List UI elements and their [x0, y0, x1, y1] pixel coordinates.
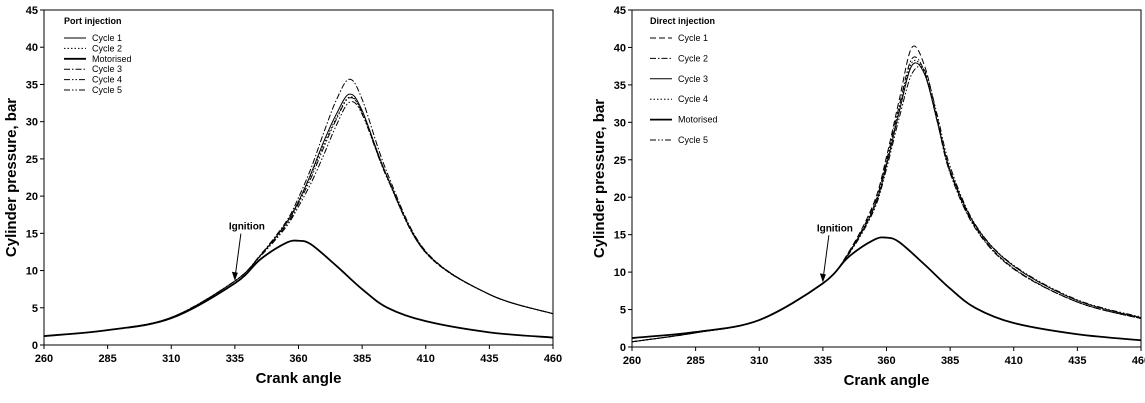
y-tick-label: 5	[620, 305, 626, 317]
x-tick-label: 360	[877, 355, 895, 367]
y-tick-label: 10	[614, 267, 626, 279]
y-tick-label: 5	[32, 303, 38, 315]
legend-label: Cycle 1	[92, 33, 122, 43]
y-tick-label: 25	[614, 155, 626, 167]
x-tick-label: 410	[1005, 355, 1023, 367]
series-line-cycle-2	[43, 96, 554, 337]
x-tick-label: 310	[750, 355, 768, 367]
y-tick-label: 20	[614, 192, 626, 204]
ignition-label: Ignition	[817, 223, 853, 234]
legend-label: Motorised	[678, 115, 718, 125]
x-tick-label: 385	[353, 353, 371, 365]
x-tick-label: 335	[226, 353, 244, 365]
y-tick-label: 35	[614, 80, 626, 92]
series-line-cycle-5	[43, 97, 554, 337]
x-tick-label: 360	[289, 353, 307, 365]
y-tick-label: 40	[26, 42, 38, 54]
x-tick-label: 335	[814, 355, 832, 367]
legend-label: Cycle 2	[92, 43, 122, 53]
legend-label: Cycle 4	[92, 75, 122, 85]
series-line-cycle-3	[631, 62, 1142, 343]
y-tick-label: 15	[614, 230, 626, 242]
y-tick-label: 40	[614, 42, 626, 54]
y-axis-title: Cylinder pressure, bar	[591, 99, 608, 258]
y-tick-label: 45	[614, 5, 626, 17]
chart-panel-1: 0 5 10 15 20 25 30 35 40 45 260 285 310 335 360 385 410 4…	[3, 5, 562, 387]
legend-label: Cycle 2	[678, 53, 708, 63]
x-tick-label: 460	[544, 353, 562, 365]
y-tick-label: 10	[26, 266, 38, 278]
x-tick-label: 410	[417, 353, 435, 365]
y-tick-label: 30	[614, 117, 626, 129]
ignition-arrow-shaft	[822, 235, 830, 281]
series-line-cycle-5	[631, 65, 1142, 343]
legend-label: Motorised	[92, 54, 132, 64]
y-tick-label: 0	[32, 340, 38, 352]
legend-label: Cycle 1	[678, 33, 708, 43]
y-axis-title: Cylinder pressure, bar	[3, 98, 20, 257]
legend-label: Cycle 5	[92, 85, 122, 95]
x-tick-label: 435	[1068, 355, 1086, 367]
legend-label: Cycle 5	[678, 135, 708, 145]
y-tick-label: 45	[26, 5, 38, 17]
x-tick-label: 285	[98, 353, 116, 365]
y-tick-label: 0	[620, 342, 626, 354]
ignition-arrow-shaft	[234, 233, 242, 279]
series-line-cycle-1	[631, 45, 1142, 343]
y-tick-label: 35	[26, 79, 38, 91]
x-tick-label: 260	[623, 355, 641, 367]
x-tick-label: 435	[480, 353, 498, 365]
legend-title: Port injection	[64, 16, 122, 26]
x-tick-label: 310	[162, 353, 180, 365]
legend-label: Cycle 3	[678, 74, 708, 84]
series-line-cycle-3	[43, 78, 554, 337]
y-tick-label: 25	[26, 154, 38, 166]
series-line-cycle-4	[631, 59, 1142, 343]
series-line-cycle-4	[43, 101, 554, 337]
series-line-cycle-2	[631, 56, 1142, 343]
ignition-label: Ignition	[229, 222, 265, 233]
y-tick-label: 15	[26, 228, 38, 240]
series-line-cycle-1	[43, 93, 554, 337]
ignition-arrow-head	[819, 273, 826, 283]
legend-label: Cycle 3	[92, 64, 122, 74]
x-axis-title: Crank angle	[256, 370, 342, 387]
x-axis-title: Crank angle	[844, 372, 930, 389]
ignition-arrow-head	[231, 271, 238, 281]
x-tick-label: 285	[686, 355, 704, 367]
y-tick-label: 30	[26, 117, 38, 129]
x-tick-label: 260	[35, 353, 53, 365]
y-tick-label: 20	[26, 191, 38, 203]
series-line-motorised	[43, 239, 554, 339]
x-tick-label: 385	[941, 355, 959, 367]
x-tick-label: 460	[1132, 355, 1145, 367]
chart-panel-2: 0 5 10 15 20 25 30 35 40 45 260 285 310 335 360 385 410 4…	[591, 5, 1145, 389]
legend-label: Cycle 4	[678, 94, 708, 104]
series-line-motorised	[631, 236, 1142, 342]
legend-title: Direct injection	[650, 16, 715, 26]
